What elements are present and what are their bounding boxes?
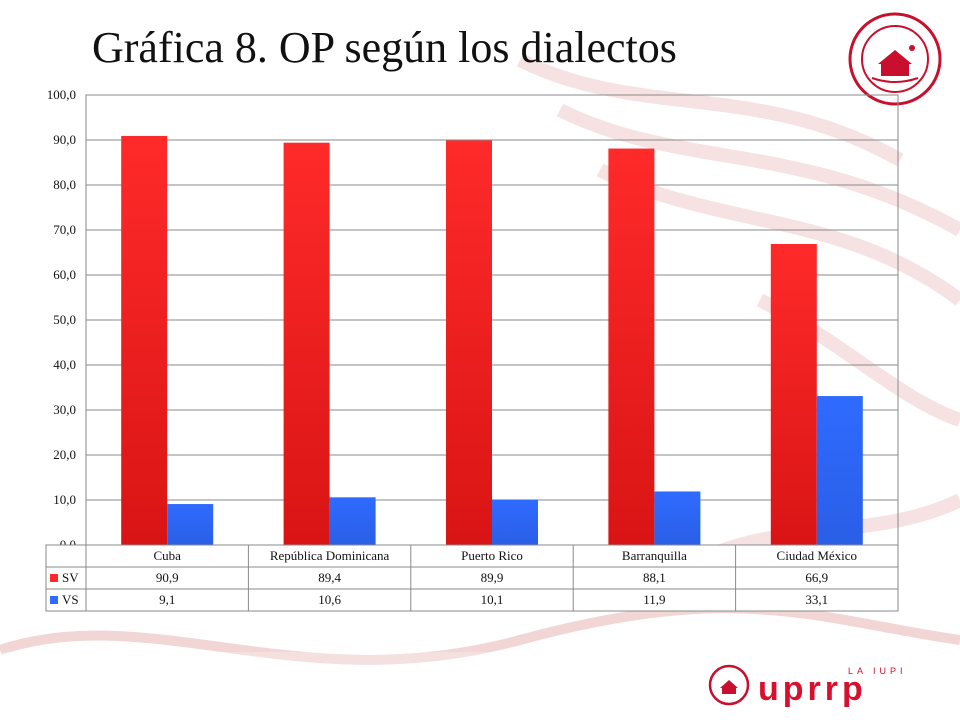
data-label-vs: 10,6	[318, 592, 341, 607]
bar-vs	[654, 491, 701, 545]
x-category-label: Cuba	[153, 548, 181, 563]
bar-vs	[816, 396, 863, 545]
bar-vs	[167, 504, 214, 545]
y-tick-label: 100,0	[47, 87, 76, 102]
bar-sv	[770, 243, 817, 545]
legend-label-vs: VS	[62, 592, 79, 607]
bar-sv	[608, 148, 655, 546]
legend-swatch-vs	[50, 596, 58, 604]
y-tick-label: 70,0	[53, 222, 76, 237]
y-tick-label: 80,0	[53, 177, 76, 192]
data-label-vs: 33,1	[805, 592, 828, 607]
x-category-label: Barranquilla	[622, 548, 687, 563]
footer-la-iupi: LA IUPI	[848, 666, 907, 676]
footer-seal-icon	[708, 664, 750, 706]
bar-vs	[492, 499, 538, 545]
y-tick-label: 30,0	[53, 402, 76, 417]
slide-title: Gráfica 8. OP según los dialectos	[92, 23, 677, 72]
y-tick-label: 50,0	[53, 312, 76, 327]
x-category-label: República Dominicana	[270, 548, 390, 563]
data-label-sv: 88,1	[643, 570, 666, 585]
data-label-vs: 10,1	[481, 592, 504, 607]
data-table	[45, 544, 899, 612]
university-seal	[848, 12, 942, 106]
data-label-vs: 9,1	[159, 592, 175, 607]
y-tick-label: 20,0	[53, 447, 76, 462]
y-tick-label: 60,0	[53, 267, 76, 282]
data-label-sv: 90,9	[156, 570, 179, 585]
y-tick-label: 90,0	[53, 132, 76, 147]
bar-sv	[283, 142, 330, 545]
bar-vs	[329, 497, 376, 545]
x-category-label: Ciudad México	[777, 548, 858, 563]
bar-sv	[121, 135, 168, 545]
y-tick-label: 40,0	[53, 357, 76, 372]
data-label-sv: 89,4	[318, 570, 341, 585]
legend-swatch-sv	[50, 574, 58, 582]
data-label-sv: 89,9	[481, 570, 504, 585]
bar-sv	[446, 140, 492, 545]
data-label-sv: 66,9	[805, 570, 828, 585]
x-category-label: Puerto Rico	[461, 548, 523, 563]
legend-label-sv: SV	[62, 570, 79, 585]
footer-brand-wordmark: uprrp	[758, 670, 867, 708]
y-tick-label: 10,0	[53, 492, 76, 507]
data-label-vs: 11,9	[643, 592, 665, 607]
